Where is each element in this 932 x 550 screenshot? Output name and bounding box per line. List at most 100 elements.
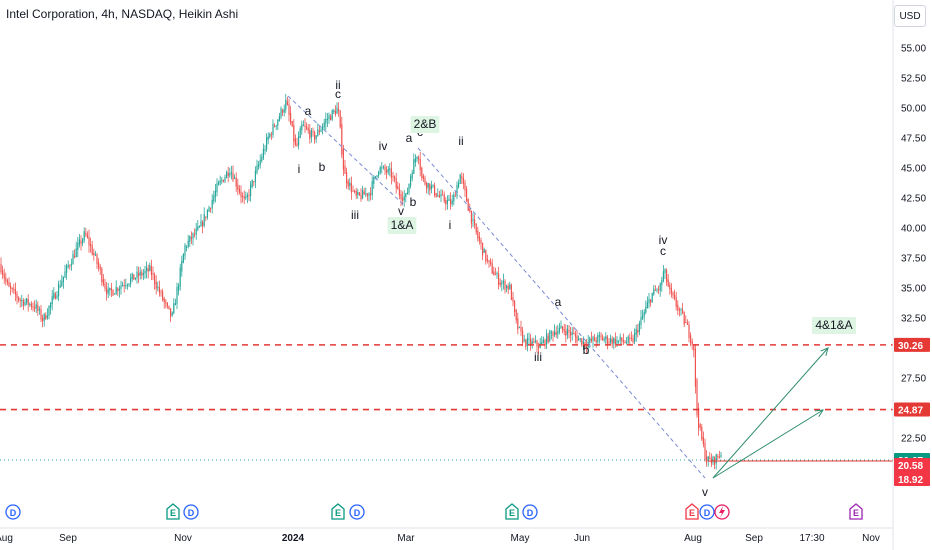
dividend-icon[interactable]: D bbox=[699, 504, 715, 520]
candle-body bbox=[122, 284, 124, 287]
candle-body bbox=[147, 268, 149, 272]
candle-body bbox=[272, 123, 274, 136]
candle-body bbox=[494, 274, 496, 276]
candle-body bbox=[200, 220, 202, 227]
earnings-icon[interactable]: E bbox=[166, 503, 180, 520]
candle-body bbox=[606, 336, 608, 344]
chart-title: Intel Corporation, 4h, NASDAQ, Heikin As… bbox=[6, 7, 239, 21]
candle-body bbox=[646, 302, 648, 309]
candle-body bbox=[88, 236, 90, 246]
candle-body bbox=[472, 219, 474, 222]
candle-body bbox=[560, 325, 562, 329]
candle-body bbox=[453, 194, 455, 202]
candle-body bbox=[674, 294, 676, 299]
candle-body bbox=[632, 338, 634, 343]
candle-body bbox=[574, 333, 576, 337]
candle-body bbox=[75, 248, 77, 258]
candle-body bbox=[325, 118, 327, 124]
earnings-icon[interactable]: E bbox=[331, 503, 345, 520]
candle-body bbox=[288, 104, 290, 116]
dividend-icon[interactable]: D bbox=[349, 504, 365, 520]
candle-body bbox=[310, 130, 312, 138]
boxed-wave-label: 4&1&A bbox=[815, 318, 852, 332]
wave-labels-layer: iicaibiiiivvbaciiiivcabiiiv2&B1&A4&1&A bbox=[298, 78, 856, 499]
low-price-tag-text: 20.58 bbox=[898, 461, 923, 472]
candle-body bbox=[293, 125, 295, 142]
candle-body bbox=[86, 234, 88, 238]
price-tick-label: 47.50 bbox=[901, 134, 926, 145]
target-arrow bbox=[712, 409, 824, 479]
candle-body bbox=[83, 231, 85, 241]
candle-body bbox=[662, 271, 664, 282]
candle-body bbox=[469, 208, 471, 212]
candle-body bbox=[365, 193, 367, 195]
dividend-icon-circle bbox=[5, 504, 21, 520]
candle-body bbox=[280, 108, 282, 118]
candle-body bbox=[555, 332, 557, 335]
candle-body bbox=[230, 172, 232, 174]
candle-body bbox=[176, 286, 178, 304]
candle-body bbox=[134, 277, 136, 279]
dividend-icon[interactable]: D bbox=[5, 504, 21, 520]
candle-body bbox=[384, 166, 386, 171]
lightning-icon[interactable] bbox=[714, 504, 730, 520]
candle-body bbox=[234, 177, 236, 179]
candle-body bbox=[450, 199, 452, 205]
candle-body bbox=[589, 337, 591, 343]
candle-body bbox=[366, 193, 368, 197]
candle-body bbox=[718, 456, 720, 458]
candle-body bbox=[605, 336, 607, 340]
candle-body bbox=[640, 317, 642, 325]
price-axis[interactable]: 55.00 52.50 50.00 47.50 45.00 42.50 40.00 37.50… bbox=[892, 0, 932, 550]
candle-body bbox=[317, 129, 319, 137]
candle-body bbox=[246, 194, 248, 197]
dividend-icon[interactable]: D bbox=[183, 504, 199, 520]
candle-body bbox=[274, 126, 276, 128]
candle-body bbox=[461, 176, 463, 179]
candle-body bbox=[704, 442, 706, 461]
candle-body bbox=[355, 190, 357, 196]
earnings-icon[interactable]: E bbox=[849, 503, 863, 520]
candle-body bbox=[614, 338, 616, 345]
candle-body bbox=[32, 306, 34, 308]
candle-body bbox=[701, 426, 703, 440]
candle-body bbox=[466, 188, 468, 202]
candles-layer bbox=[0, 94, 722, 470]
earnings-icon[interactable]: E bbox=[685, 503, 699, 520]
candle-body bbox=[398, 188, 400, 196]
candle-body bbox=[64, 271, 66, 278]
earnings-icon-shape bbox=[166, 503, 180, 520]
candle-body bbox=[429, 183, 431, 191]
candle-body bbox=[35, 304, 37, 309]
candle-body bbox=[299, 128, 301, 139]
candle-body bbox=[658, 289, 660, 291]
boxed-label-bg bbox=[410, 116, 440, 133]
currency-button[interactable]: USD bbox=[894, 5, 926, 27]
candle-body bbox=[650, 299, 652, 303]
candle-body bbox=[69, 265, 71, 267]
time-axis[interactable]: Aug Sep Nov 2024 Mar May Jun Aug Sep 17:30 Nov bbox=[0, 527, 893, 544]
candle-body bbox=[413, 159, 415, 174]
candle-body bbox=[390, 168, 392, 178]
candle-body bbox=[627, 336, 629, 343]
candle-body bbox=[386, 169, 388, 173]
candle-body bbox=[482, 242, 484, 256]
candle-body bbox=[406, 192, 408, 195]
candle-body bbox=[74, 255, 76, 258]
candle-body bbox=[514, 300, 516, 312]
candle-body bbox=[664, 268, 666, 274]
candle-body bbox=[549, 330, 551, 341]
candle-body bbox=[459, 174, 461, 184]
dividend-icon[interactable]: D bbox=[522, 504, 538, 520]
candle-body bbox=[24, 301, 26, 305]
candle-body bbox=[510, 285, 512, 300]
candle-body bbox=[568, 329, 570, 333]
candle-body bbox=[133, 274, 135, 280]
candle-body bbox=[680, 309, 682, 311]
candle-body bbox=[670, 288, 672, 294]
candle-body bbox=[90, 243, 92, 247]
candle-body bbox=[187, 240, 189, 247]
earnings-icon[interactable]: E bbox=[505, 503, 519, 520]
candle-body bbox=[219, 180, 221, 183]
